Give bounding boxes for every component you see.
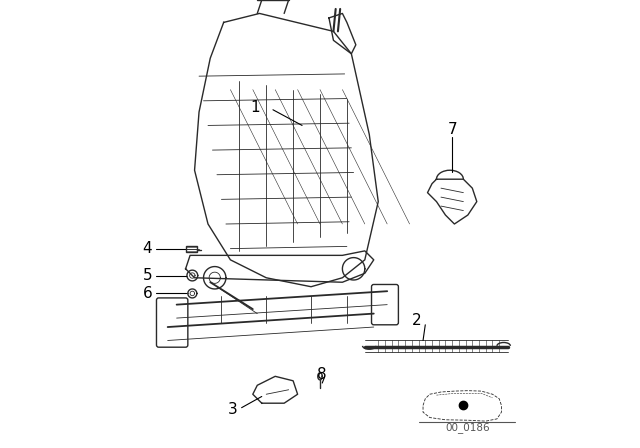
Text: 3: 3 <box>228 402 237 418</box>
FancyBboxPatch shape <box>371 284 398 325</box>
Text: 2: 2 <box>412 313 421 328</box>
FancyBboxPatch shape <box>157 298 188 347</box>
Text: 8: 8 <box>317 366 327 382</box>
Text: 1: 1 <box>250 100 260 115</box>
Text: 4: 4 <box>143 241 152 256</box>
Text: 7: 7 <box>447 122 457 138</box>
Text: 6: 6 <box>143 286 152 301</box>
Bar <box>186 246 197 252</box>
Text: 5: 5 <box>143 268 152 283</box>
Text: 00_0186: 00_0186 <box>445 422 490 433</box>
